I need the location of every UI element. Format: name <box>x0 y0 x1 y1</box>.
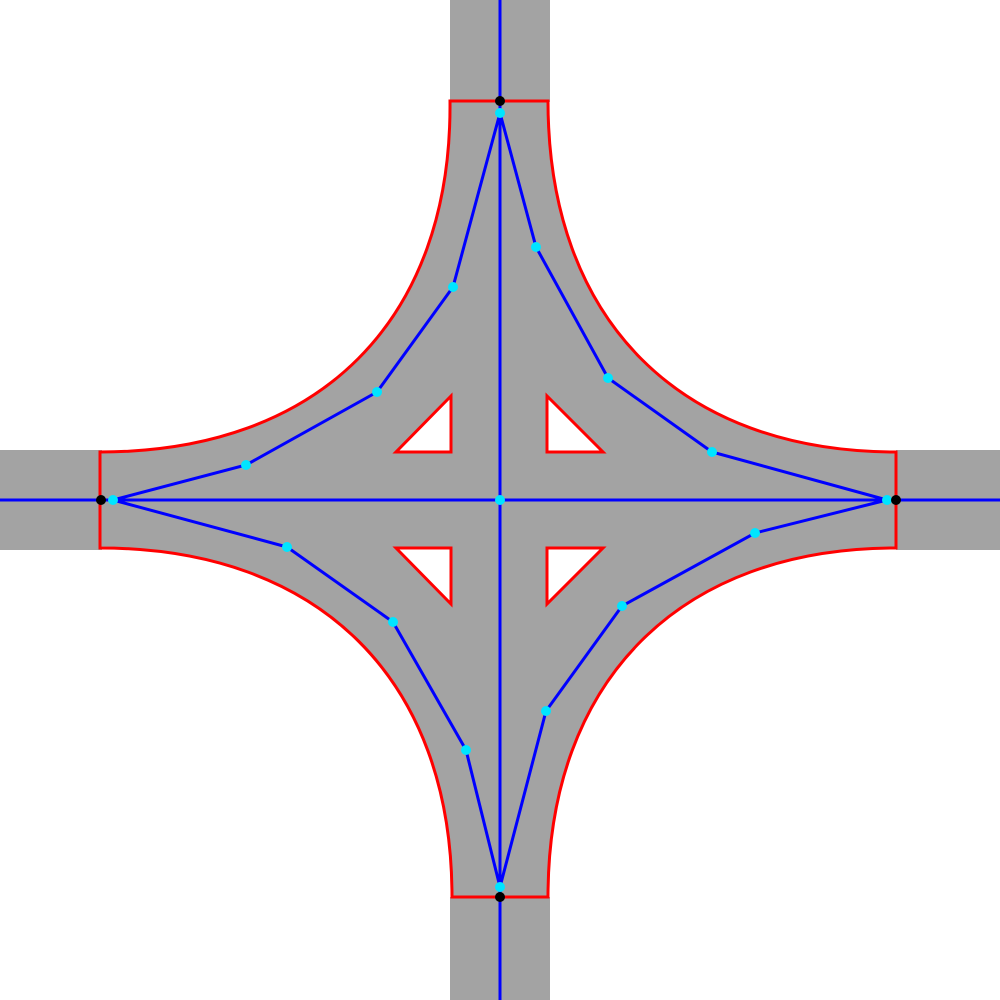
node-sw-2 <box>388 617 398 627</box>
node-sw-1 <box>282 542 292 552</box>
node-south-entry <box>495 882 505 892</box>
node-nw-1 <box>448 282 458 292</box>
node-north-entry <box>495 108 505 118</box>
node-ne-1 <box>531 242 541 252</box>
endpoint-east <box>891 495 901 505</box>
node-ne-2 <box>603 373 613 383</box>
node-west-entry <box>108 495 118 505</box>
node-se-2 <box>617 601 627 611</box>
node-center <box>495 495 505 505</box>
node-se-1 <box>750 528 760 538</box>
node-nw-2 <box>372 387 382 397</box>
node-east-entry <box>882 495 892 505</box>
endpoint-west <box>96 495 106 505</box>
lane-nodes <box>108 108 892 892</box>
node-se-3 <box>541 706 551 716</box>
endpoint-north <box>495 96 505 106</box>
node-sw-3 <box>461 745 471 755</box>
endpoint-south <box>495 892 505 902</box>
arm-endpoints <box>96 96 901 902</box>
node-ne-3 <box>707 447 717 457</box>
node-nw-3 <box>241 460 251 470</box>
